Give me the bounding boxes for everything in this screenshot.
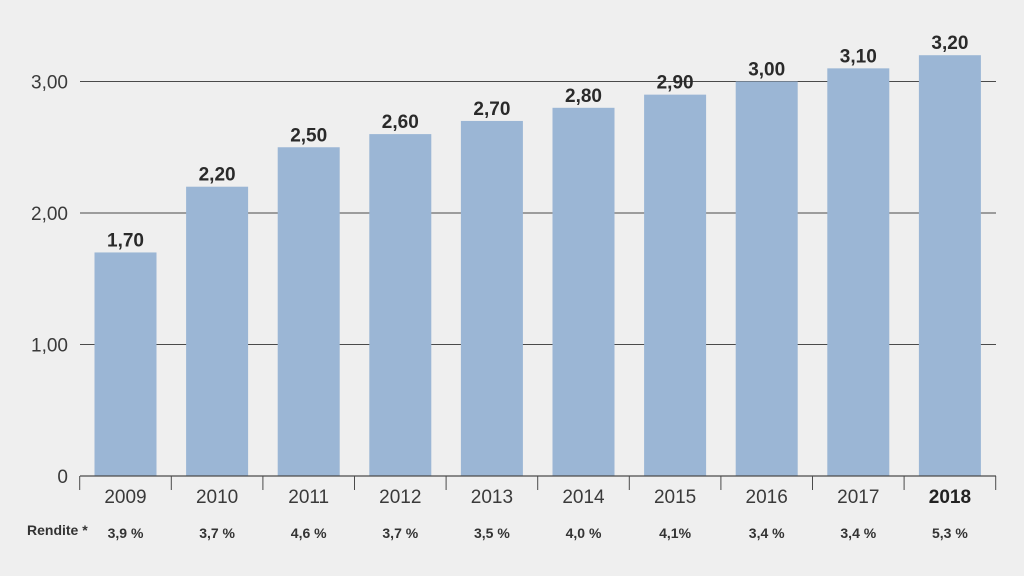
x-tick-label-2017: 2017 xyxy=(837,487,879,508)
x-axis xyxy=(79,475,997,490)
yield-label-2014: 4,0 % xyxy=(566,525,602,541)
yield-label-2016: 3,4 % xyxy=(749,525,785,541)
x-tick-label-2018: 2018 xyxy=(929,487,971,508)
data-label-2012: 2,60 xyxy=(382,112,419,133)
yield-label-2013: 3,5 % xyxy=(474,525,510,541)
bar-2011 xyxy=(277,147,340,476)
yield-label-2012: 3,7 % xyxy=(382,525,418,541)
y-tick-label: 2,00 xyxy=(31,204,68,225)
yield-label-2015: 4,1% xyxy=(659,525,691,541)
data-label-2016: 3,00 xyxy=(748,60,785,81)
x-tick-label-2010: 2010 xyxy=(196,487,238,508)
yield-label-2017: 3,4 % xyxy=(840,525,876,541)
x-tick-label-2014: 2014 xyxy=(562,487,605,508)
x-tick-label-2015: 2015 xyxy=(654,487,696,508)
data-label-2014: 2,80 xyxy=(565,86,602,107)
bar-2013 xyxy=(460,120,523,476)
x-tick-label-2009: 2009 xyxy=(104,487,146,508)
data-label-2013: 2,70 xyxy=(473,99,510,120)
yield-row-label: Rendite * xyxy=(27,522,88,538)
data-label-2017: 3,10 xyxy=(840,46,877,67)
yield-label-2011: 4,6 % xyxy=(291,525,327,541)
yield-label-2018: 5,3 % xyxy=(932,525,968,541)
bars xyxy=(94,55,981,477)
data-label-2015: 2,90 xyxy=(657,73,694,94)
labels: 0 1,00 2,00 3,00 1,70 2009 3,9 % 2,20 2010 3,7 % 2… xyxy=(27,33,971,541)
bar-2014 xyxy=(552,107,615,477)
bar-2018 xyxy=(918,55,981,476)
x-tick-label-2012: 2012 xyxy=(379,487,421,508)
data-label-2010: 2,20 xyxy=(199,165,236,186)
y-tick-label: 1,00 xyxy=(31,336,68,357)
bar-2015 xyxy=(644,94,707,477)
bar-2009 xyxy=(94,252,157,476)
bar-2017 xyxy=(827,68,890,476)
x-tick-label-2013: 2013 xyxy=(471,487,513,508)
y-tick-label: 3,00 xyxy=(31,73,68,94)
data-label-2009: 1,70 xyxy=(107,230,144,251)
data-label-2011: 2,50 xyxy=(290,125,327,146)
x-tick-label-2016: 2016 xyxy=(746,487,788,508)
yield-label-2010: 3,7 % xyxy=(199,525,235,541)
x-tick-label-2011: 2011 xyxy=(288,487,329,508)
bar-2012 xyxy=(369,134,432,476)
bar-2016 xyxy=(735,81,798,476)
data-label-2018: 3,20 xyxy=(931,33,968,54)
y-tick-label: 0 xyxy=(57,467,68,488)
bar-2010 xyxy=(186,186,249,476)
yield-label-2009: 3,9 % xyxy=(108,525,144,541)
